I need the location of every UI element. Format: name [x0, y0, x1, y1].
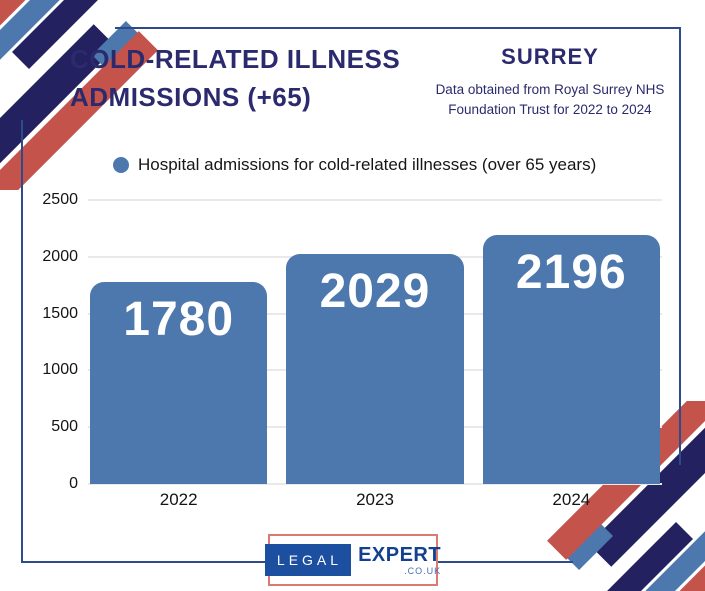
y-axis-tick-label: 2000 — [42, 247, 78, 265]
chart-legend: Hospital admissions for cold-related ill… — [113, 155, 596, 175]
page-title: COLD-RELATED ILLNESS ADMISSIONS (+65) — [70, 40, 400, 116]
y-axis-tick-label: 1000 — [42, 361, 78, 379]
frame-line-right — [679, 27, 681, 465]
bar-value-label: 1780 — [123, 292, 235, 346]
y-axis-tick-label: 1500 — [42, 304, 78, 322]
y-axis-tick-label: 2500 — [42, 191, 78, 208]
legend-swatch-icon — [113, 157, 129, 173]
data-source-line1: Data obtained from Royal Surrey NHS — [435, 82, 665, 97]
bar-value-label: 2196 — [515, 245, 627, 299]
logo-expert-text: EXPERT — [358, 543, 442, 566]
frame-line-top — [115, 27, 681, 29]
y-axis-tick-label: 500 — [51, 418, 78, 436]
legend-label: Hospital admissions for cold-related ill… — [138, 155, 597, 174]
frame-line-left — [21, 120, 23, 563]
x-axis-tick-label: 2024 — [552, 490, 591, 509]
bar-value-label: 2029 — [319, 264, 431, 318]
data-source-line2: Foundation Trust for 2022 to 2024 — [448, 102, 652, 117]
bar-2023: 2029 — [286, 253, 464, 484]
x-axis-tick-label: 2023 — [356, 490, 394, 509]
x-axis-tick-label: 2022 — [159, 490, 198, 509]
region-name: SURREY — [501, 44, 599, 69]
page-title-line1: COLD-RELATED ILLNESS — [70, 44, 401, 74]
page-title-line2: ADMISSIONS (+65) — [70, 82, 312, 112]
bar-2022: 1780 — [90, 281, 268, 484]
logo-couk-text: .CO.UK — [404, 565, 442, 576]
region-block: SURREY Data obtained from Royal Surrey N… — [408, 44, 692, 120]
gridline-0 — [88, 483, 662, 485]
gridline-2500 — [88, 199, 662, 201]
logo-right-block: EXPERT .CO.UK — [358, 545, 441, 576]
data-source-note: Data obtained from Royal Surrey NHS Foun… — [408, 80, 692, 120]
logo-legal-text: LEGAL — [264, 544, 352, 576]
y-axis-tick-label: 0 — [69, 475, 78, 492]
bar-2024: 2196 — [482, 234, 660, 484]
legal-expert-logo: LEGAL EXPERT .CO.UK — [264, 534, 441, 586]
